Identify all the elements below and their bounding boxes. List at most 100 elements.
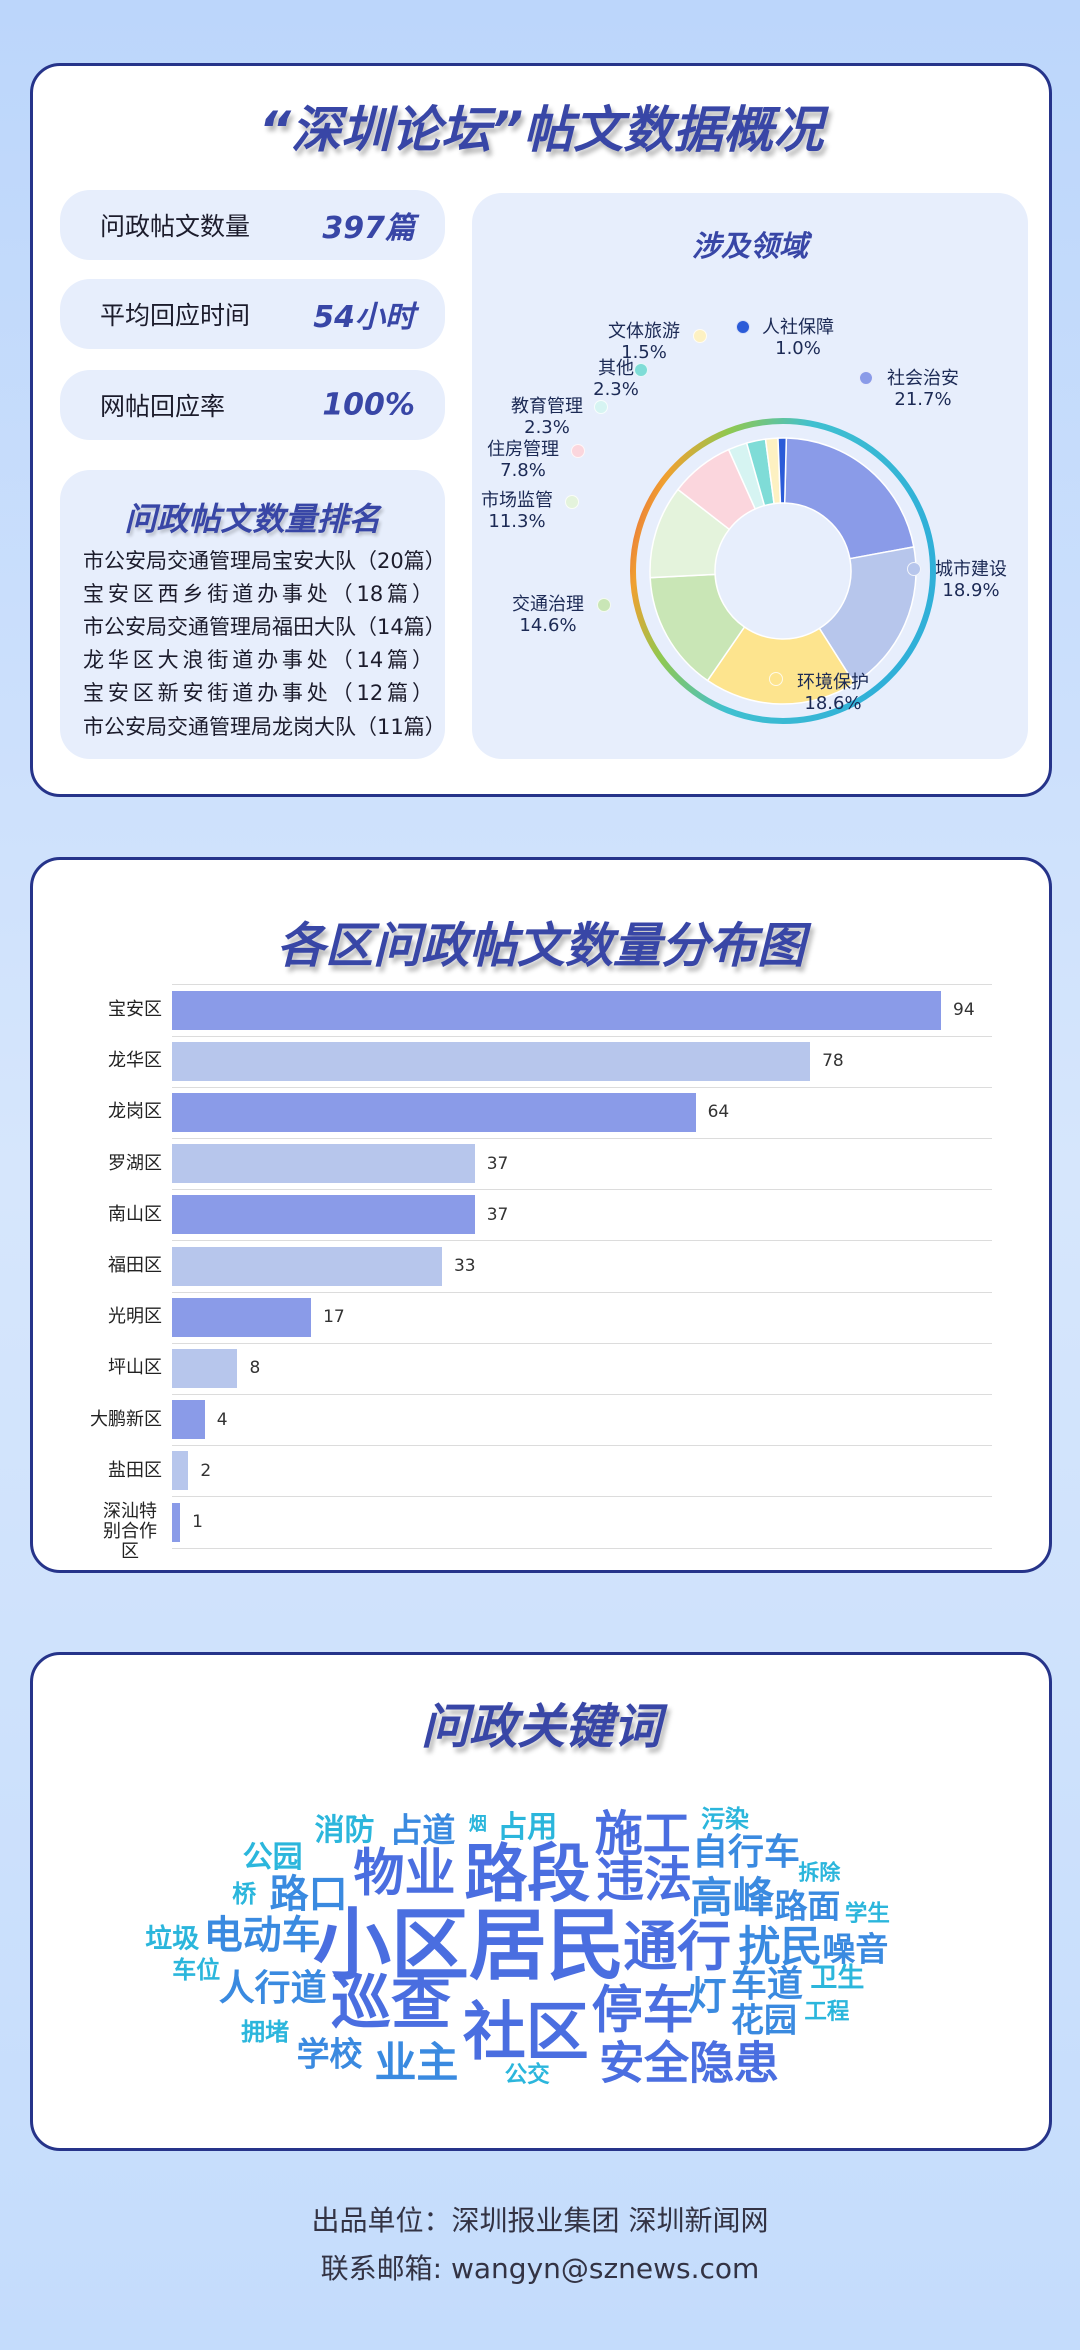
pie-label-value: 1.5% xyxy=(621,342,667,363)
pie-title: 涉及领域 xyxy=(691,229,808,263)
pie-label-value: 2.3% xyxy=(593,379,639,400)
pie-label-value: 1.0% xyxy=(775,338,821,359)
bar-category-label: 宝安区 xyxy=(108,999,162,1020)
ranking-item: 市公安局交通管理局福田大队（14篇） xyxy=(83,615,446,639)
keyword: 学校 xyxy=(296,2034,363,2074)
bar-category-label: 坪山区 xyxy=(108,1357,162,1379)
pie-slice-社会治安 xyxy=(783,437,915,560)
pie-slice-城市建设 xyxy=(818,546,917,685)
bar-category-label: 龙华区 xyxy=(108,1050,162,1072)
stat-post-count: 问政帖文数量 397篇 xyxy=(60,190,445,260)
pie-label-value: 14.6% xyxy=(519,615,577,636)
bar-坪山区 xyxy=(172,1348,238,1388)
bar-value-label: 8 xyxy=(249,1358,261,1379)
bar-光明区 xyxy=(172,1297,312,1337)
pie-label-value: 7.8% xyxy=(500,460,546,481)
pie-label: 城市建设 18.9% xyxy=(935,559,1007,601)
bar-value-label: 78 xyxy=(822,1051,844,1072)
bar-大鹏新区 xyxy=(172,1400,205,1440)
bar-category-label: 南山区 xyxy=(108,1203,162,1225)
pie-label-name: 文体旅游 xyxy=(608,321,680,342)
pie-label: 住房管理 7.8% xyxy=(487,439,559,481)
footer-email: 联系邮箱: wangyn@sznews.com xyxy=(320,2252,760,2285)
pie-legend-dot xyxy=(769,672,783,686)
bar-南山区 xyxy=(172,1195,475,1235)
bar-value-label: 64 xyxy=(707,1102,730,1123)
stat-response-time: 平均回应时间 54小时 xyxy=(60,279,445,349)
bar-value-label: 2 xyxy=(200,1460,212,1481)
keyword: 巡查 xyxy=(331,1968,451,2039)
bar-category-label: 光明区 xyxy=(108,1306,162,1328)
pie-label-name: 城市建设 xyxy=(935,559,1007,580)
pie-label-name: 住房管理 xyxy=(487,439,559,460)
bar-category-label: 大鹏新区 xyxy=(90,1408,162,1430)
keyword: 人行道 xyxy=(218,1968,327,2010)
keyword: 车道 xyxy=(731,1963,803,2005)
pie-legend-dot xyxy=(634,363,648,377)
keyword: 安全隐患 xyxy=(599,2036,779,2090)
keyword: 噪音 xyxy=(822,1929,889,1969)
pie-label-name: 社会治安 xyxy=(887,368,959,389)
keyword: 电动车 xyxy=(203,1913,321,1959)
bar-深汕特别合作区 xyxy=(172,1502,181,1542)
keyword: 占道 xyxy=(389,1810,456,1850)
keyword: 卫生 xyxy=(810,1962,865,1994)
pie-legend-dot xyxy=(571,444,585,458)
grid-line xyxy=(172,1240,992,1242)
keyword: 公园 xyxy=(242,1839,303,1875)
pie-label-value: 2.3% xyxy=(524,417,570,438)
keyword: 工程 xyxy=(804,1998,850,2025)
keyword: 学生 xyxy=(844,1901,890,1928)
keyword: 烟 xyxy=(468,1813,487,1835)
pie-legend-dot xyxy=(594,400,608,414)
grid-line xyxy=(172,1189,992,1191)
pie-label-value: 18.9% xyxy=(942,580,1000,601)
keyword: 物业 xyxy=(353,1845,456,1905)
donut-chart xyxy=(630,418,936,724)
grid-line xyxy=(172,1394,992,1395)
grid-line xyxy=(172,1291,992,1293)
grid-line xyxy=(172,1138,992,1139)
keyword: 路口 xyxy=(269,1872,348,1918)
grid-line xyxy=(172,1342,992,1344)
pie-label-name: 环境保护 xyxy=(797,672,869,693)
bar-福田区 xyxy=(172,1246,442,1286)
keyword: 社区 xyxy=(462,1995,589,2069)
grid-line xyxy=(172,1035,992,1037)
bar-category-label: 深汕特别合作区 xyxy=(103,1501,157,1562)
keyword: 路面 xyxy=(774,1886,841,1926)
pie-slice-人社保障 xyxy=(777,437,788,504)
bar-chart-title: 各区问政帖文数量分布图 xyxy=(276,918,805,974)
bar-category-label: 盐田区 xyxy=(108,1459,162,1481)
keyword: 消防 xyxy=(314,1812,375,1848)
keyword: 桥 xyxy=(232,1879,257,1908)
pie-label-name: 市场监管 xyxy=(481,490,553,511)
pie-label-name: 教育管理 xyxy=(511,396,583,417)
bar-value-label: 33 xyxy=(453,1256,476,1276)
keyword: 通行 xyxy=(623,1915,731,1979)
stat-value: 100% xyxy=(322,387,415,423)
keyword: 拆除 xyxy=(798,1860,841,1885)
pie-label: 教育管理 2.3% xyxy=(511,396,583,438)
pie-label: 环境保护 18.6% xyxy=(797,672,869,714)
bar-value-label: 94 xyxy=(953,1000,975,1020)
pie-label: 其他 2.3% xyxy=(593,358,639,400)
keyword: 车位 xyxy=(172,1956,221,1985)
bar-罗湖区 xyxy=(172,1144,475,1184)
ranking-item: 市公安局交通管理局宝安大队（20篇） xyxy=(83,549,446,573)
pie-legend-dot xyxy=(565,495,579,509)
bar-龙岗区 xyxy=(172,1092,696,1132)
pie-label: 社会治安 21.7% xyxy=(887,368,959,410)
pie-label: 市场监管 11.3% xyxy=(481,490,553,532)
stat-response-rate: 网帖回应率 100% xyxy=(60,370,445,440)
bar-盐田区 xyxy=(172,1451,189,1491)
keyword: 高峰 xyxy=(690,1872,775,1922)
grid-line xyxy=(172,1496,992,1498)
keyword: 施工 xyxy=(594,1807,691,1863)
pie-label-value: 11.3% xyxy=(488,511,546,532)
keyword: 小区居民 xyxy=(313,1901,625,1992)
keyword: 自行车 xyxy=(692,1832,800,1874)
bar-category-label: 福田区 xyxy=(108,1255,162,1276)
keyword: 违法 xyxy=(596,1853,693,1909)
bar-value-label: 1 xyxy=(192,1512,203,1532)
